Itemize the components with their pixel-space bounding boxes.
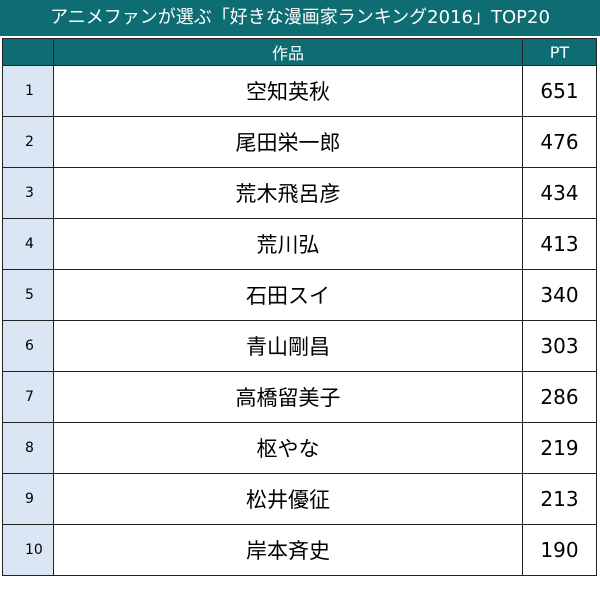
pt-cell: 190 [522,524,597,576]
name-cell: 尾田栄一郎 [53,116,523,168]
pt-cell: 476 [522,116,597,168]
table-row: 2 尾田栄一郎 476 [2,116,597,168]
rank-cell: 5 [2,269,54,321]
pt-cell: 213 [522,473,597,525]
pt-cell: 219 [522,422,597,474]
table-header-row: 作品 PT [2,38,597,66]
header-rank [2,38,54,66]
rank-cell: 7 [2,371,54,423]
name-cell: 空知英秋 [53,65,523,117]
name-cell: 石田スイ [53,269,523,321]
ranking-table: 作品 PT 1 空知英秋 651 2 尾田栄一郎 476 3 荒木飛呂彦 434… [2,38,597,576]
table-row: 1 空知英秋 651 [2,65,597,117]
name-cell: 荒川弘 [53,218,523,270]
rank-cell: 4 [2,218,54,270]
table-row: 8 枢やな 219 [2,422,597,474]
rank-cell: 1 [2,65,54,117]
rank-cell: 10 [2,524,54,576]
table-row: 3 荒木飛呂彦 434 [2,167,597,219]
name-cell: 高橋留美子 [53,371,523,423]
rank-cell: 2 [2,116,54,168]
rank-cell: 6 [2,320,54,372]
pt-cell: 434 [522,167,597,219]
table-row: 6 青山剛昌 303 [2,320,597,372]
rank-cell: 3 [2,167,54,219]
header-name: 作品 [53,38,523,66]
name-cell: 松井優征 [53,473,523,525]
pt-cell: 286 [522,371,597,423]
table-row: 4 荒川弘 413 [2,218,597,270]
pt-cell: 651 [522,65,597,117]
table-row: 10 岸本斉史 190 [2,524,597,576]
rank-cell: 8 [2,422,54,474]
name-cell: 岸本斉史 [53,524,523,576]
name-cell: 青山剛昌 [53,320,523,372]
page-title: アニメファンが選ぶ「好きな漫画家ランキング2016」TOP20 [0,0,600,36]
pt-cell: 340 [522,269,597,321]
table-row: 9 松井優征 213 [2,473,597,525]
pt-cell: 413 [522,218,597,270]
name-cell: 枢やな [53,422,523,474]
table-row: 7 高橋留美子 286 [2,371,597,423]
rank-cell: 9 [2,473,54,525]
name-cell: 荒木飛呂彦 [53,167,523,219]
table-row: 5 石田スイ 340 [2,269,597,321]
header-pt: PT [522,38,597,66]
pt-cell: 303 [522,320,597,372]
